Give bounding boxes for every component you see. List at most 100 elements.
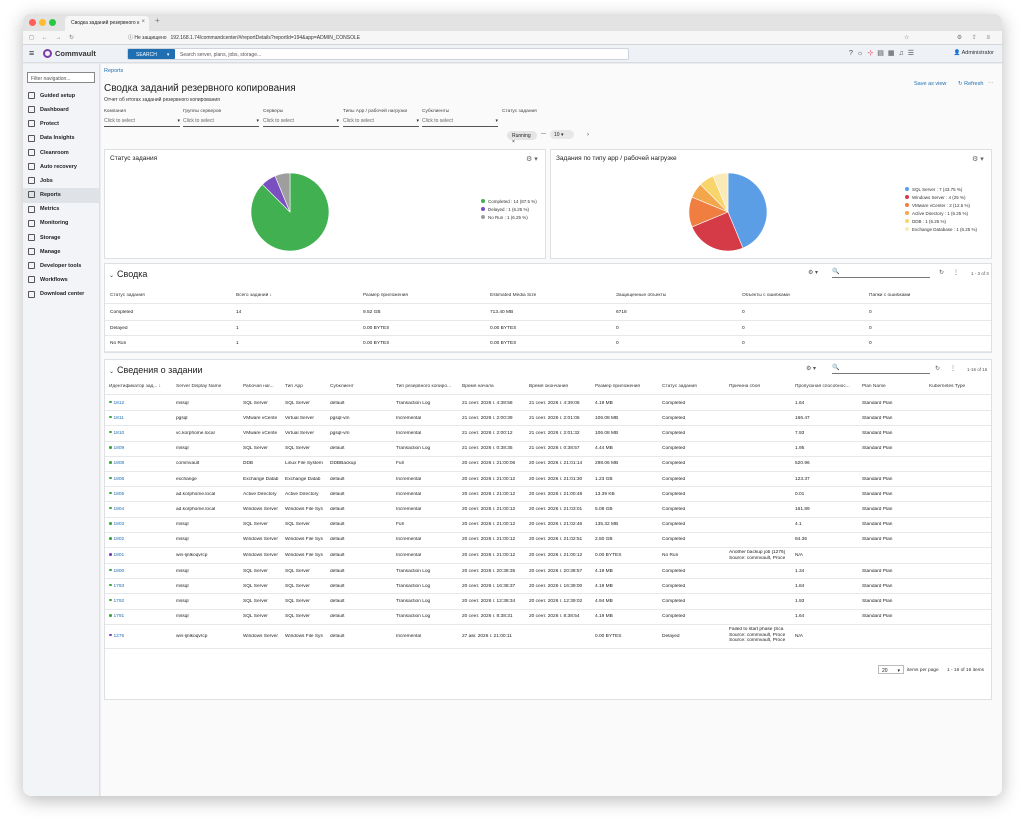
search-scope-button[interactable]: SEARCH ▾ — [128, 49, 175, 59]
job-id-link[interactable]: 1803 — [113, 522, 125, 528]
sidebar-item-developer-tools[interactable]: Developer tools — [23, 259, 99, 273]
grid-icon[interactable]: ▦ — [887, 50, 899, 57]
column-header[interactable]: Время начала — [462, 384, 494, 389]
job-id-link[interactable]: 1276 — [113, 633, 125, 639]
job-id-link[interactable]: 1809 — [113, 446, 125, 452]
theme-icon[interactable]: ☼ — [856, 50, 868, 57]
job-id-cell[interactable]: 1803 — [109, 522, 124, 528]
job-id-cell[interactable]: 1805 — [109, 491, 124, 498]
user-menu[interactable]: 👤 Administrator — [953, 50, 994, 56]
sidebar-item-guided-setup[interactable]: Guided setup — [23, 89, 99, 103]
status-legend-item[interactable]: Completed : 14 (87.5 %) — [481, 198, 537, 206]
browser-tab[interactable]: Сводка заданий резервного к × — [65, 16, 149, 31]
filter-server-groups[interactable]: Группы серверов Click to select ▾ — [183, 109, 259, 127]
job-id-link[interactable]: 1806 — [113, 476, 125, 482]
filter-job-status[interactable]: Статус задания — [502, 109, 537, 114]
table-row[interactable]: 1276 win-ljnlkoqvrcp Windows Server Windows… — [105, 625, 991, 649]
sidebar-item-metrics[interactable]: Metrics — [23, 203, 99, 217]
column-header[interactable]: Размер приложения — [363, 293, 409, 298]
commvault-logo[interactable]: Commvault — [43, 49, 96, 58]
workload-legend-item[interactable]: DDB : 1 (6.25 %) — [905, 218, 977, 226]
table-row[interactable]: 1801 win-ljnlkoqvrcp Windows Server Windows… — [105, 548, 991, 564]
close-window-icon[interactable] — [29, 19, 36, 26]
job-id-link[interactable]: 1801 — [113, 553, 125, 558]
table-row[interactable]: 1791 mssql SQL Server SQL Server default Tran… — [105, 610, 991, 625]
sidebar-item-download-center[interactable]: Download center — [23, 288, 99, 302]
sidebar-item-manage[interactable]: Manage — [23, 245, 99, 259]
table-row[interactable]: 1812 mssql SQL Server SQL Server default Tran… — [105, 396, 991, 412]
reports-icon[interactable]: ▤ — [877, 50, 888, 57]
job-id-cell[interactable]: 1811 — [109, 415, 124, 422]
status-chip-running[interactable]: Running × — [507, 131, 537, 145]
sidebar-item-protect[interactable]: Protect — [23, 117, 99, 131]
status-count-select[interactable]: 10 ▾ — [550, 130, 574, 139]
job-id-cell[interactable]: 1806 — [109, 476, 125, 483]
job-id-cell[interactable]: 1810 — [109, 430, 125, 437]
sidebar-item-workflows[interactable]: Workflows — [23, 273, 99, 287]
job-id-cell[interactable]: 1793 — [109, 583, 124, 590]
table-row[interactable]: 1810 vc.korphome.local VMware vCente Virtua… — [105, 426, 991, 442]
alert-icon[interactable]: ⊹ — [867, 50, 878, 57]
sidebar-item-reports[interactable]: Reports — [23, 188, 99, 203]
workload-legend-item[interactable]: VMware vCenter : 2 (12.5 %) — [905, 202, 977, 210]
summary-search-input[interactable]: 🔍 — [832, 268, 930, 278]
workload-slice-sql-server[interactable] — [727, 172, 768, 249]
table-row[interactable]: 1804 ad.korphome.local Windows Server Windo… — [105, 502, 991, 518]
column-header[interactable]: Estimated Media Size — [490, 293, 537, 298]
chevron-right-icon[interactable]: › — [587, 132, 589, 138]
search-input[interactable]: Search server, plans, jobs, storage... — [180, 51, 262, 58]
sidebar-item-auto-recovery[interactable]: Auto recovery — [23, 160, 99, 174]
column-header[interactable]: Статус задания — [110, 293, 145, 298]
table-row[interactable]: 1800 mssql SQL Server SQL Server default Tran… — [105, 564, 991, 580]
minimize-window-icon[interactable] — [39, 19, 46, 26]
column-header[interactable]: Размер приложения — [595, 384, 641, 389]
column-header[interactable]: Защищенные объекты — [616, 293, 667, 298]
job-id-link[interactable]: 1808 — [113, 461, 125, 467]
help-icon[interactable]: ? — [849, 50, 857, 57]
column-header[interactable]: Server Display Name — [176, 384, 222, 389]
save-as-view-link[interactable]: Save as view — [914, 81, 947, 87]
sidebar-item-data-insights[interactable]: Data Insights — [23, 132, 99, 146]
job-id-link[interactable]: 1804 — [113, 506, 125, 512]
job-id-link[interactable]: 1802 — [113, 537, 125, 543]
column-header[interactable]: Всего заданий ↓ — [236, 293, 272, 298]
filter-select[interactable]: Click to select ▾ — [343, 117, 419, 127]
details-search-input[interactable]: 🔍 — [832, 364, 930, 374]
job-id-cell[interactable]: 1809 — [109, 446, 124, 452]
table-row[interactable]: 1809 mssql SQL Server SQL Server default Tran… — [105, 442, 991, 457]
table-row[interactable]: 1792 mssql SQL Server SQL Server default Tran… — [105, 594, 991, 610]
column-header[interactable]: Рабочая наг... — [243, 384, 274, 389]
filter-app-types[interactable]: Типы App / рабочей нагрузки Click to sele… — [343, 109, 419, 127]
sidebar-item-cleanroom[interactable]: Cleanroom — [23, 146, 99, 160]
job-id-link[interactable]: 1810 — [113, 430, 125, 436]
sidebar-item-dashboard[interactable]: Dashboard — [23, 103, 99, 117]
table-row[interactable]: 1802 mssql Windows Server Windows File Sys d… — [105, 533, 991, 548]
workload-legend-item[interactable]: Windows Server : 4 (25 %) — [905, 194, 977, 202]
table-row[interactable]: 1806 exchange Exchange Datab Exchange Datab… — [105, 472, 991, 488]
bookmark-star-icon[interactable]: ☆ — [904, 35, 910, 41]
column-header[interactable]: Пропускная способнос... — [795, 384, 850, 389]
refresh-icon[interactable]: ↻ — [935, 366, 941, 372]
job-id-cell[interactable]: 1812 — [109, 400, 124, 407]
workload-legend-item[interactable]: Active Directory : 1 (6.25 %) — [905, 210, 977, 218]
filter-subclients[interactable]: Субклиенты Click to select ▾ — [422, 109, 498, 127]
column-header[interactable]: Kubernetes Type — [929, 384, 966, 389]
status-legend-item[interactable]: No Run : 1 (6.25 %) — [481, 214, 537, 222]
column-header[interactable]: Причина сбоя — [729, 384, 761, 389]
tab-close-icon[interactable]: × — [141, 19, 145, 25]
gear-icon[interactable]: ⚙ ▾ — [808, 270, 819, 276]
job-id-cell[interactable]: 1800 — [109, 568, 124, 575]
collapse-chevron-icon[interactable]: ⌄ — [109, 369, 115, 375]
table-row[interactable]: 1793 mssql SQL Server SQL Server default Tran… — [105, 579, 991, 595]
job-id-link[interactable]: 1792 — [113, 598, 125, 604]
job-id-cell[interactable]: 1808 — [109, 461, 124, 467]
filter-select[interactable]: Click to select ▾ — [422, 117, 498, 127]
status-slice-no-run[interactable] — [274, 172, 291, 213]
table-row[interactable]: 1805 ad.korphome.local Active Directory Act… — [105, 487, 991, 503]
refresh-icon[interactable]: ↻ — [939, 270, 945, 276]
job-id-cell[interactable]: 1804 — [109, 506, 125, 513]
job-id-link[interactable]: 1811 — [113, 415, 124, 421]
column-header[interactable]: Plan Name — [862, 384, 886, 389]
gear-icon[interactable]: ⚙ ▾ — [806, 366, 817, 372]
job-id-cell[interactable]: 1791 — [109, 614, 124, 620]
